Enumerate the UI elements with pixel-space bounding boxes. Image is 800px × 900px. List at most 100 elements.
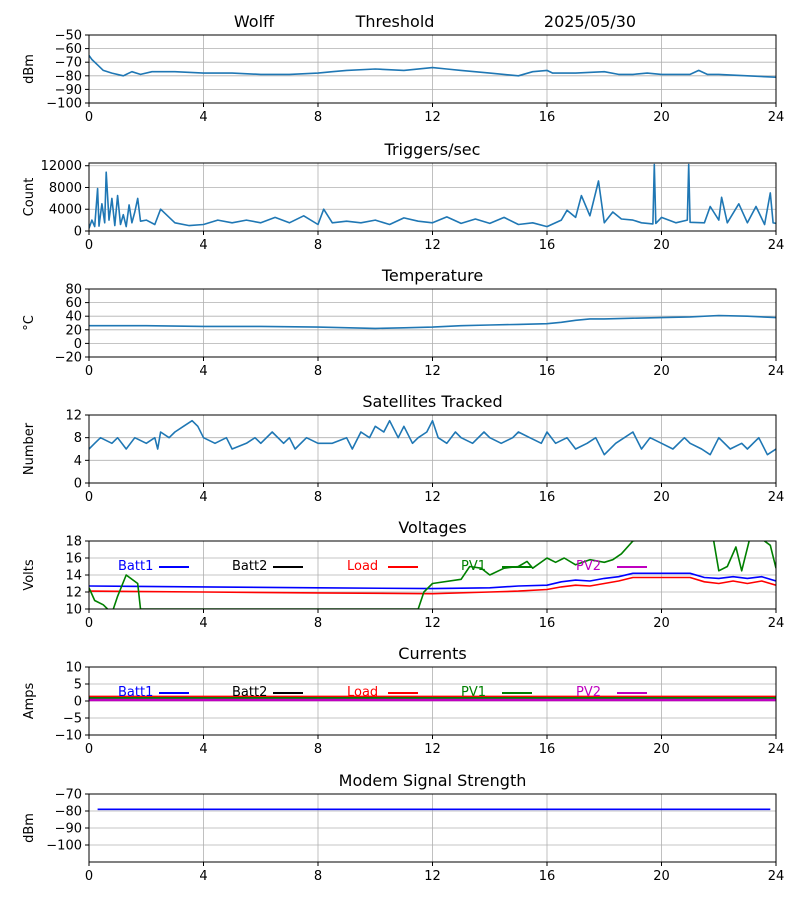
y-tick-label: 10 bbox=[65, 661, 82, 676]
legend-label: Batt2 bbox=[232, 685, 267, 700]
x-tick-label: 20 bbox=[653, 364, 670, 379]
x-tick-label: 16 bbox=[539, 869, 556, 884]
series-line-0 bbox=[89, 163, 776, 229]
y-tick-label: 5 bbox=[74, 678, 82, 693]
series-line-0 bbox=[89, 572, 776, 590]
x-tick-label: 12 bbox=[424, 238, 441, 253]
x-tick-label: 0 bbox=[85, 490, 93, 505]
panel-title: Temperature bbox=[381, 266, 483, 285]
y-tick-label: −100 bbox=[46, 839, 82, 854]
x-tick-label: 8 bbox=[314, 616, 322, 631]
y-tick-label: 12000 bbox=[41, 159, 82, 174]
y-tick-label: −90 bbox=[55, 822, 82, 837]
y-tick-label: 4 bbox=[74, 454, 82, 469]
panel-title: Triggers/sec bbox=[384, 140, 481, 159]
x-tick-label: 0 bbox=[85, 742, 93, 757]
y-tick-label: 14 bbox=[65, 569, 82, 584]
x-tick-label: 24 bbox=[768, 490, 785, 505]
station-name: Wolff bbox=[234, 12, 275, 31]
x-tick-label: 24 bbox=[768, 364, 785, 379]
chart-panel: 0 4 8 12 16 20 24 0 4000 8000 12000 Triggers/sec Cou… bbox=[22, 140, 784, 253]
y-tick-label: 60 bbox=[65, 296, 82, 311]
y-tick-label: −70 bbox=[55, 56, 82, 71]
x-tick-label: 24 bbox=[768, 110, 785, 125]
x-tick-label: 4 bbox=[199, 238, 207, 253]
x-tick-label: 4 bbox=[199, 742, 207, 757]
y-tick-label: 8 bbox=[74, 431, 82, 446]
report-date: 2025/05/30 bbox=[544, 12, 636, 31]
y-tick-label: 8000 bbox=[49, 181, 82, 196]
y-tick-label: −60 bbox=[55, 42, 82, 57]
legend-label: Batt1 bbox=[118, 685, 153, 700]
x-tick-label: 20 bbox=[653, 869, 670, 884]
series-line-0 bbox=[89, 54, 776, 78]
y-tick-label: 0 bbox=[74, 477, 82, 492]
y-tick-label: −90 bbox=[55, 83, 82, 98]
y-axis-label: Number bbox=[22, 422, 37, 475]
y-tick-label: 18 bbox=[65, 535, 82, 550]
x-tick-label: 8 bbox=[314, 238, 322, 253]
y-tick-label: −80 bbox=[55, 69, 82, 84]
legend-label: PV2 bbox=[576, 559, 601, 574]
chart-panel: 0 4 8 12 16 20 24 −100−90−80−70−60−50 dBm bbox=[22, 29, 784, 126]
x-tick-label: 24 bbox=[768, 238, 785, 253]
x-tick-label: 20 bbox=[653, 742, 670, 757]
y-tick-label: 40 bbox=[65, 310, 82, 325]
y-axis-label: dBm bbox=[22, 813, 37, 843]
legend-label: Load bbox=[347, 559, 378, 574]
x-tick-label: 20 bbox=[653, 238, 670, 253]
y-tick-label: −80 bbox=[55, 805, 82, 820]
series-line-2 bbox=[89, 576, 776, 595]
panel-title: Satellites Tracked bbox=[362, 392, 502, 411]
x-tick-label: 16 bbox=[539, 364, 556, 379]
chart-panel: 0 4 8 12 16 20 24 10 12 14 16 18 Voltages Volts Batt1 B… bbox=[22, 518, 784, 631]
y-tick-label: −70 bbox=[55, 788, 82, 803]
x-tick-label: 12 bbox=[424, 110, 441, 125]
series-line-0 bbox=[89, 314, 776, 330]
x-tick-label: 4 bbox=[199, 490, 207, 505]
x-tick-label: 16 bbox=[539, 490, 556, 505]
x-tick-label: 24 bbox=[768, 869, 785, 884]
x-tick-label: 8 bbox=[314, 490, 322, 505]
x-tick-label: 8 bbox=[314, 110, 322, 125]
x-tick-label: 0 bbox=[85, 616, 93, 631]
y-axis-label: dBm bbox=[22, 54, 37, 84]
x-tick-label: 20 bbox=[653, 110, 670, 125]
legend-label: Load bbox=[347, 685, 378, 700]
y-tick-label: 4000 bbox=[49, 203, 82, 218]
x-tick-label: 12 bbox=[424, 490, 441, 505]
y-tick-label: −10 bbox=[55, 729, 82, 744]
y-tick-label: −20 bbox=[55, 351, 82, 366]
y-tick-label: −5 bbox=[63, 712, 82, 727]
x-tick-label: 12 bbox=[424, 616, 441, 631]
y-axis-label: Amps bbox=[22, 682, 37, 719]
x-tick-label: 12 bbox=[424, 742, 441, 757]
panel-title: Modem Signal Strength bbox=[339, 771, 527, 790]
x-tick-label: 20 bbox=[653, 490, 670, 505]
y-tick-label: 10 bbox=[65, 603, 82, 618]
x-tick-label: 0 bbox=[85, 869, 93, 884]
x-tick-label: 24 bbox=[768, 742, 785, 757]
y-tick-label: 20 bbox=[65, 323, 82, 338]
y-axis-label: °C bbox=[22, 315, 37, 331]
x-tick-label: 8 bbox=[314, 364, 322, 379]
y-tick-label: −50 bbox=[55, 29, 82, 44]
y-tick-label: 12 bbox=[65, 586, 82, 601]
legend-label: Batt2 bbox=[232, 559, 267, 574]
x-tick-label: 0 bbox=[85, 364, 93, 379]
y-axis-label: Volts bbox=[22, 559, 37, 591]
panel-title: Voltages bbox=[398, 518, 466, 537]
panel-title: Currents bbox=[398, 644, 466, 663]
chart-panel: 0 4 8 12 16 20 24 0 4 8 12 Satellites Tracked Number bbox=[22, 392, 784, 505]
y-tick-label: 12 bbox=[65, 409, 82, 424]
x-tick-label: 24 bbox=[768, 616, 785, 631]
y-tick-label: 16 bbox=[65, 552, 82, 567]
y-tick-label: 0 bbox=[74, 225, 82, 240]
x-tick-label: 8 bbox=[314, 742, 322, 757]
x-tick-label: 4 bbox=[199, 869, 207, 884]
y-tick-label: −100 bbox=[46, 97, 82, 112]
